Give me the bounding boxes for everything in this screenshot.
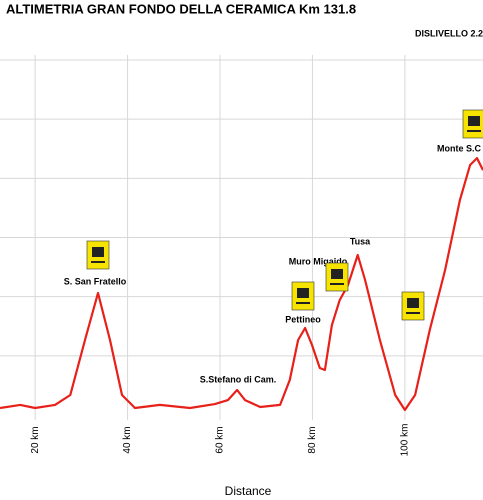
x-tick-label: 80 km [307, 426, 318, 453]
sign-icon-glyph [407, 298, 419, 308]
annotation: Pettineo [285, 314, 321, 324]
chart-subtitle: DISLIVELLO 2.2 [415, 28, 483, 38]
sign-icon [325, 262, 349, 292]
sign-icon-glyph [92, 247, 104, 257]
chart-title: ALTIMETRIA GRAN FONDO DELLA CERAMICA Km … [6, 1, 356, 16]
sign-icon-bar [296, 302, 310, 304]
sign-icon-glyph [468, 116, 480, 126]
annotation: Tusa [350, 236, 371, 246]
sign-icon-bar [406, 312, 420, 314]
sign-icon-glyph [331, 269, 343, 279]
annotation: S. San Fratello [64, 276, 127, 286]
sign-icon [462, 109, 483, 139]
sign-icon-glyph [297, 288, 309, 298]
annotation: Muro Migaido [289, 256, 348, 266]
x-tick-label: 100 km [400, 424, 411, 457]
sign-icon [291, 281, 315, 311]
x-tick-label: 40 km [122, 426, 133, 453]
annotation: S.Stefano di Cam. [200, 374, 277, 384]
sign-icon [86, 240, 110, 270]
sign-icon-bar [91, 261, 105, 263]
x-tick-label: 60 km [215, 426, 226, 453]
annotation: Monte S.C [437, 143, 481, 153]
sign-icon-bar [330, 283, 344, 285]
sign-icon-bar [467, 130, 481, 132]
elevation-line [0, 157, 483, 412]
x-tick-label: 20 km [30, 426, 41, 453]
sign-icon [401, 291, 425, 321]
x-axis-label: Distance [225, 484, 272, 498]
